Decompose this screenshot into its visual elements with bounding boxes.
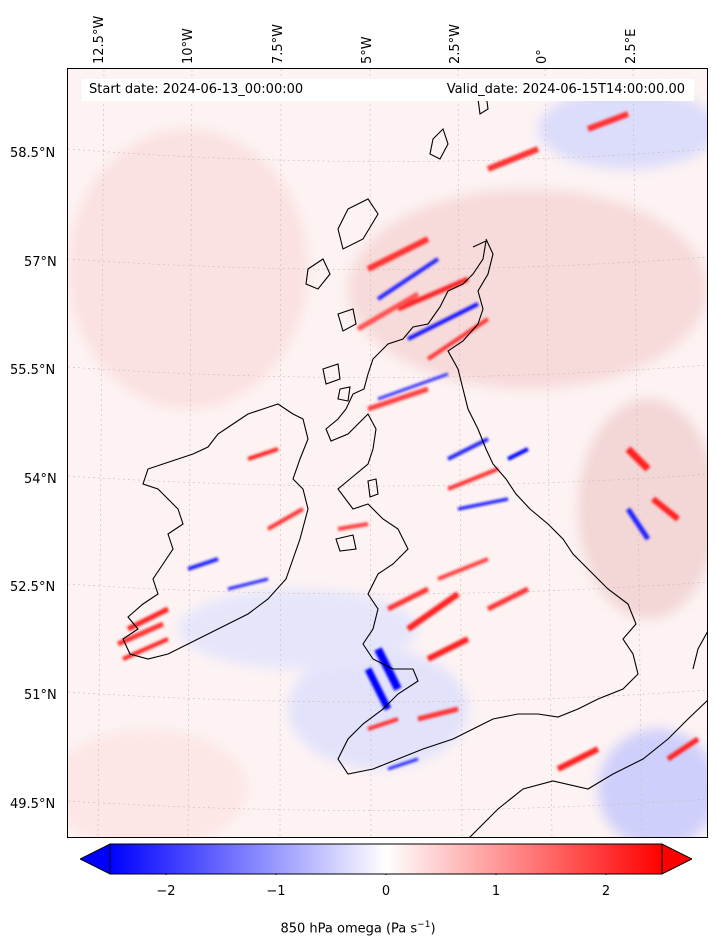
colorbar-label-end: ) xyxy=(430,921,436,937)
isle-of-man xyxy=(367,478,379,498)
colorbar xyxy=(80,843,692,875)
colorbar-tick-0: 0 xyxy=(381,884,391,899)
ireland-coast xyxy=(122,403,309,660)
lat-label-54n: 54°N xyxy=(24,472,57,487)
lon-label-2.5w: 2.5°W xyxy=(448,23,463,64)
lat-label-57n: 57°N xyxy=(24,255,57,270)
header-strip xyxy=(82,79,694,101)
finescale-streaks xyxy=(116,111,700,772)
colorbar-label: 850 hPa omega (Pa s−1) xyxy=(0,920,716,936)
lat-label-55.5n: 55.5°N xyxy=(10,363,56,378)
start-date-label: Start date: 2024-06-13_00:00:00 xyxy=(89,82,304,97)
lon-label-5w: 5°W xyxy=(360,36,375,64)
lon-label-2.5e: 2.5°E xyxy=(624,28,639,64)
france-coast xyxy=(469,700,707,837)
broad-field xyxy=(68,89,707,837)
colorbar-ticks xyxy=(165,874,607,875)
colorbar-label-main: 850 hPa omega (Pa s xyxy=(280,921,418,937)
colorbar-tick-1: 1 xyxy=(491,884,501,899)
lat-label-58.5n: 58.5°N xyxy=(10,146,56,161)
great-britain-coast xyxy=(325,238,639,775)
omega-map xyxy=(68,69,707,837)
colorbar-tick-neg1: −1 xyxy=(266,884,286,899)
coastlines xyxy=(122,93,707,837)
lon-label-0: 0° xyxy=(535,49,550,64)
lat-label-52.5n: 52.5°N xyxy=(10,580,56,595)
lat-label-51n: 51°N xyxy=(24,688,57,703)
lat-label-49.5n: 49.5°N xyxy=(10,797,56,812)
colorbar-tick-2: 2 xyxy=(601,884,611,899)
colorbar-max-extend xyxy=(661,843,692,875)
valid-date-label: Valid_date: 2024-06-15T14:00:00.00 xyxy=(446,82,685,97)
graticule xyxy=(68,69,707,837)
lon-label-10w: 10°W xyxy=(181,28,196,64)
map-panel: Start date: 2024-06-13_00:00:00 Valid_da… xyxy=(67,68,708,838)
lon-label-7.5w: 7.5°W xyxy=(271,23,286,64)
colorbar-label-sup: −1 xyxy=(417,920,431,930)
colorbar-tick-neg2: −2 xyxy=(156,884,176,899)
lon-label-12.5w: 12.5°W xyxy=(92,15,107,64)
colorbar-gradient xyxy=(109,843,663,875)
colorbar-min-extend xyxy=(80,843,111,875)
